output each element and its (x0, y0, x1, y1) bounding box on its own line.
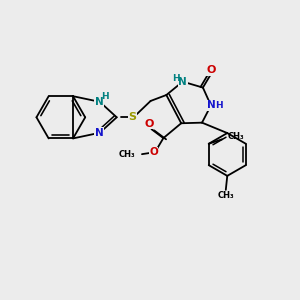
Text: N: N (207, 100, 215, 110)
Text: S: S (128, 112, 136, 122)
Text: O: O (149, 147, 158, 157)
Text: N: N (178, 76, 187, 87)
Text: O: O (144, 119, 154, 129)
Text: H: H (101, 92, 108, 101)
Text: H: H (215, 101, 223, 110)
Text: O: O (207, 65, 216, 75)
Text: CH₃: CH₃ (118, 150, 135, 159)
Text: CH₃: CH₃ (218, 191, 234, 200)
Text: CH₃: CH₃ (228, 132, 245, 141)
Text: N: N (95, 97, 103, 107)
Text: H: H (172, 74, 180, 82)
Text: N: N (95, 128, 103, 138)
